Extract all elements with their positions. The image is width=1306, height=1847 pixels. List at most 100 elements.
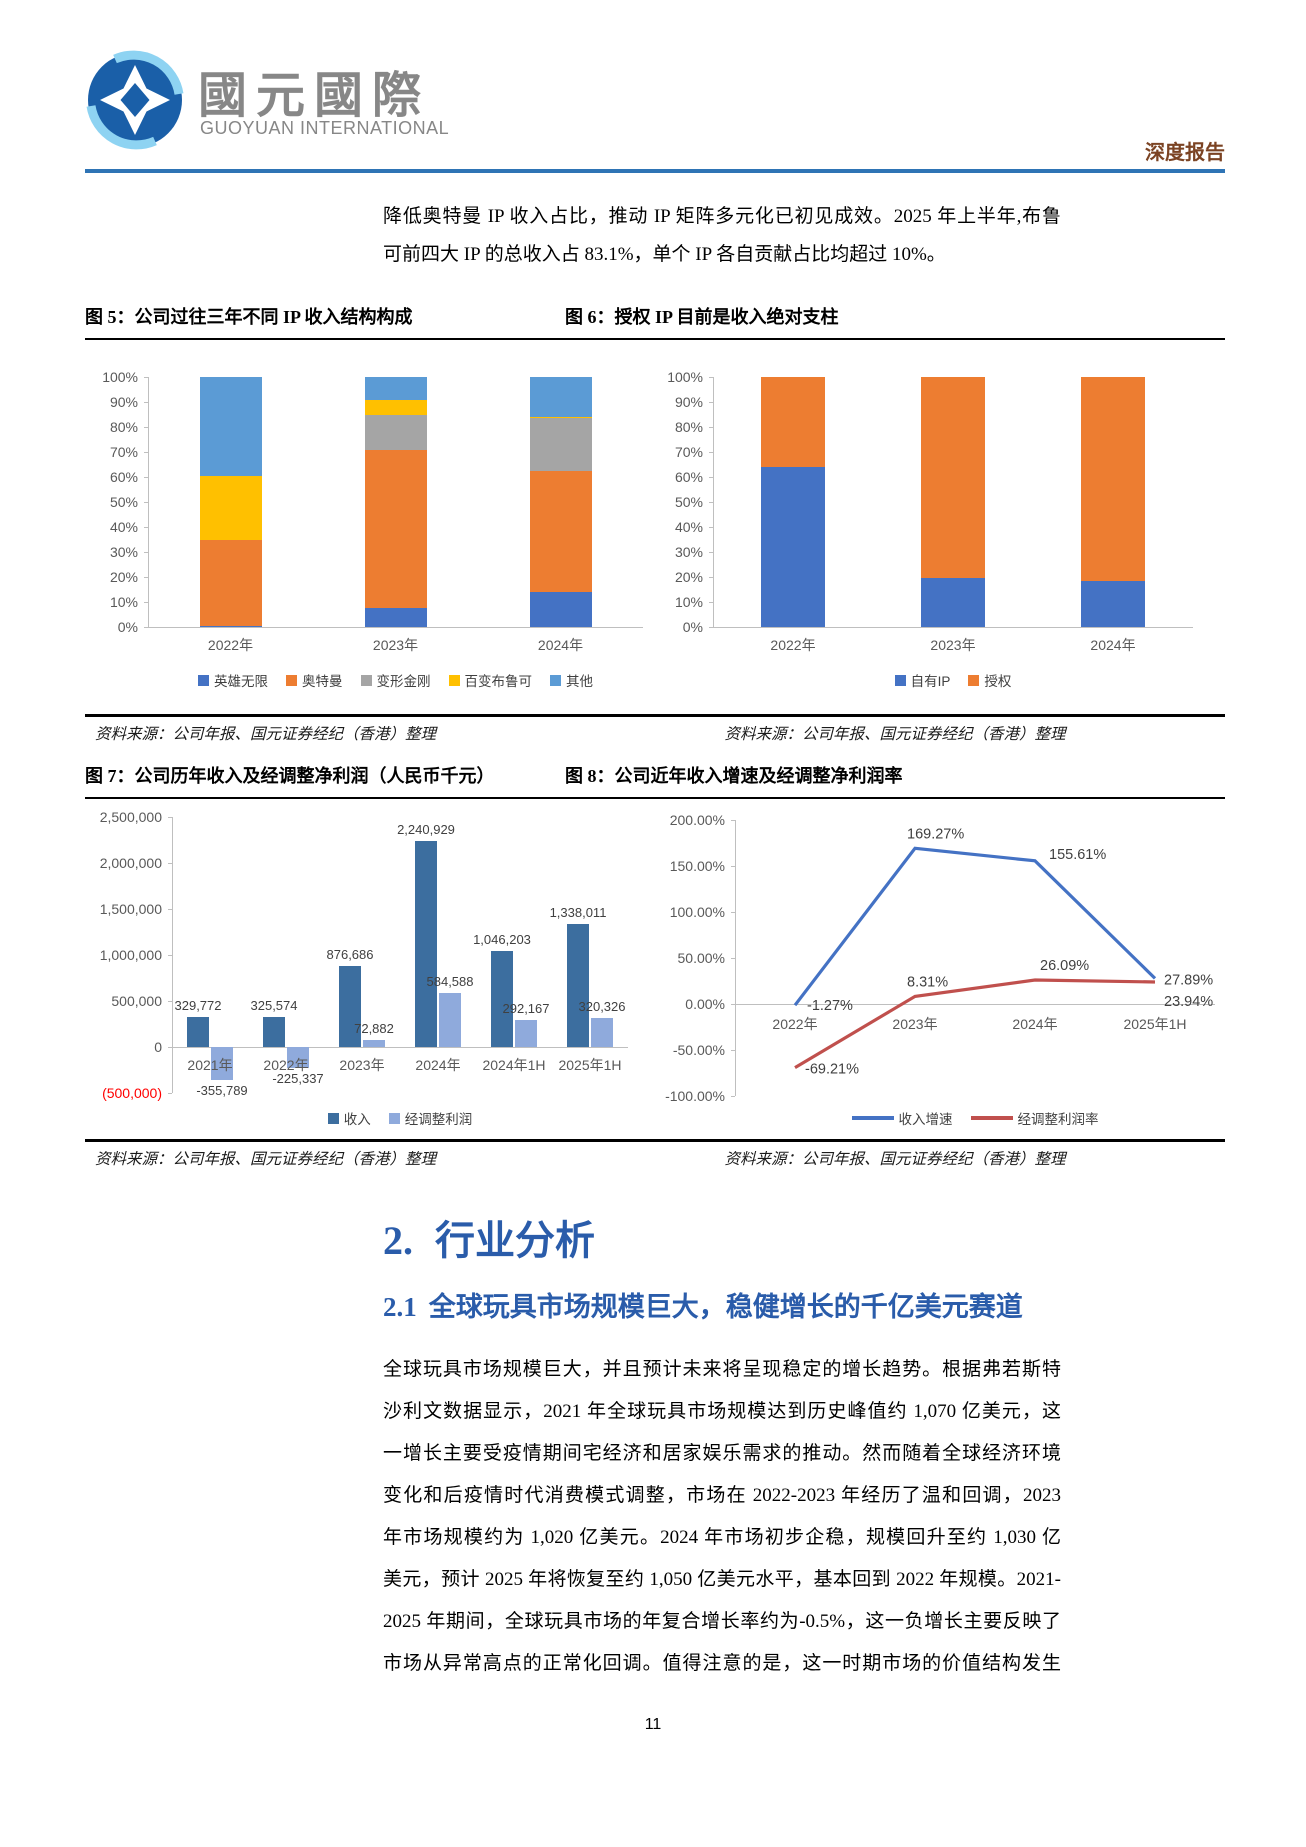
y-axis-label: 500,000 [111, 993, 162, 1009]
data-label: 329,772 [174, 997, 222, 1013]
logo-chinese-name: 國元國際 [198, 69, 431, 123]
axis-line [148, 627, 643, 628]
legend-label: 奥特曼 [302, 674, 343, 689]
legend-swatch-icon [448, 674, 460, 686]
x-axis-label: 2024年 [1090, 637, 1136, 653]
x-axis-label: 2023年 [930, 637, 976, 653]
bar-segment [364, 377, 427, 400]
bar-segment [529, 470, 592, 592]
legend-swatch-icon [968, 674, 980, 686]
x-axis-label: 2025年1H [1123, 1016, 1187, 1032]
y-axis-label: 20% [109, 569, 138, 585]
page-number: 11 [644, 1716, 662, 1733]
bar-segment [363, 1040, 385, 1047]
y-axis-label: 30% [674, 544, 703, 560]
data-label: 325,574 [250, 998, 298, 1014]
report-type-label: 深度报告 [1145, 142, 1225, 164]
legend-line-icon [851, 1116, 894, 1120]
bar-segment [287, 1047, 309, 1068]
legend-item: 奥特曼 [286, 670, 343, 690]
y-axis-label: 0% [682, 619, 703, 635]
data-label: 72,882 [354, 1021, 394, 1037]
data-label: 876,686 [326, 947, 374, 963]
y-axis-label: 10% [109, 594, 138, 610]
legend-swatch-icon [360, 674, 372, 686]
data-label: 26.09% [1040, 958, 1089, 974]
axis-line [735, 820, 736, 1096]
y-axis-label: 30% [109, 544, 138, 560]
y-axis-label: 200.00% [669, 812, 725, 828]
axis-line [713, 627, 1193, 628]
figure6-source: 资料来源：公司年报、国元证券经纪（香港）整理 [724, 726, 1066, 743]
axis-line [709, 602, 713, 603]
axis-line [709, 477, 713, 478]
y-axis-label: 50.00% [677, 950, 725, 966]
x-axis-label: 2024年 [537, 637, 584, 653]
y-axis-label: 50% [109, 494, 138, 510]
legend-item: 百变布鲁可 [448, 670, 532, 690]
bar-segment [364, 399, 427, 415]
bar-segment [529, 377, 592, 417]
line-plot: -1.27% 169.27% 155.61% 27.89% -69.21% 8.31% 26… [793, 826, 1213, 1078]
legend-swatch-icon [286, 674, 297, 686]
y-axis-label: 80% [674, 419, 703, 435]
axis-line [144, 502, 148, 503]
axis-line [148, 377, 149, 627]
y-axis-label: 80% [109, 419, 138, 435]
data-label: -1.27% [807, 998, 853, 1014]
bar-segment [491, 950, 513, 1047]
legend-label: 收入 [343, 1112, 371, 1127]
subsection-number: 2.1 [383, 1292, 417, 1322]
body-text-line: 一增长主要受疫情期间宅经济和居家娱乐需求的推动。然而随着全球经济环境 [383, 1443, 1061, 1464]
bar-segment [529, 592, 592, 627]
legend-label: 经调整利润率 [1017, 1112, 1099, 1127]
legend-label: 英雄无限 [214, 674, 268, 689]
axis-line [731, 1096, 735, 1097]
figure7-bottom-rule [85, 1139, 628, 1142]
axis-line [172, 817, 173, 1093]
axis-line [709, 402, 713, 403]
x-axis-label: 2025年1H [558, 1057, 622, 1073]
data-label: 1,046,203 [473, 931, 531, 947]
bar-segment [529, 416, 592, 419]
x-axis-label: 2022年 [772, 1016, 818, 1032]
chart-legend: 收入增速 经调整利润率 [695, 1108, 1255, 1128]
data-label: 2,240,929 [397, 821, 455, 837]
axis-line [735, 1004, 1215, 1005]
y-axis-label: 20% [674, 569, 703, 585]
bar-segment [1081, 580, 1145, 627]
legend-line-icon [970, 1116, 1013, 1120]
legend-label: 收入增速 [898, 1112, 953, 1127]
figure8-source: 资料来源：公司年报、国元证券经纪（香港）整理 [724, 1151, 1066, 1168]
legend-item: 收入增速 [851, 1108, 953, 1128]
legend-item: 收入 [327, 1108, 371, 1128]
data-label: 1,338,011 [549, 904, 607, 920]
y-axis-label: 90% [674, 394, 703, 410]
legend-label: 变形金刚 [376, 674, 431, 689]
axis-line [144, 552, 148, 553]
bar-segment [1081, 377, 1145, 581]
bar-segment [921, 578, 985, 627]
y-axis-label: -100.00% [665, 1088, 725, 1104]
data-label: -225,337 [272, 1070, 324, 1086]
body-text-line: 2025 年期间，全球玩具市场的年复合增长率约为-0.5%，这一负增长主要反映了 [383, 1611, 1061, 1632]
figure8-title: 图 8：公司近年收入增速及经调整净利润率 [565, 762, 1225, 799]
axis-line [144, 477, 148, 478]
axis-line [731, 866, 735, 867]
data-label: 23.94% [1164, 994, 1213, 1010]
x-axis-label: 2022年 [207, 637, 254, 653]
data-label: 584,588 [426, 974, 474, 990]
figure8-chart: 200.00% 150.00% 100.00% 50.00% 0.00% -50.00% -… [565, 800, 1305, 1140]
y-axis-label: 70% [109, 444, 138, 460]
axis-line [168, 863, 172, 864]
bar-segment [761, 467, 825, 627]
y-axis-label: 60% [109, 469, 138, 485]
bar-segment [529, 418, 592, 471]
bar-segment [439, 993, 461, 1047]
y-axis-label: 100% [667, 369, 703, 385]
chart-legend: 英雄无限 奥特曼 变形金刚 百变布鲁可 其他 [108, 670, 683, 690]
chart-legend: 自有IP 授权 [673, 670, 1233, 690]
data-label: -69.21% [805, 1062, 859, 1078]
axis-line [709, 377, 713, 378]
x-axis-label: 2022年 [770, 637, 816, 653]
